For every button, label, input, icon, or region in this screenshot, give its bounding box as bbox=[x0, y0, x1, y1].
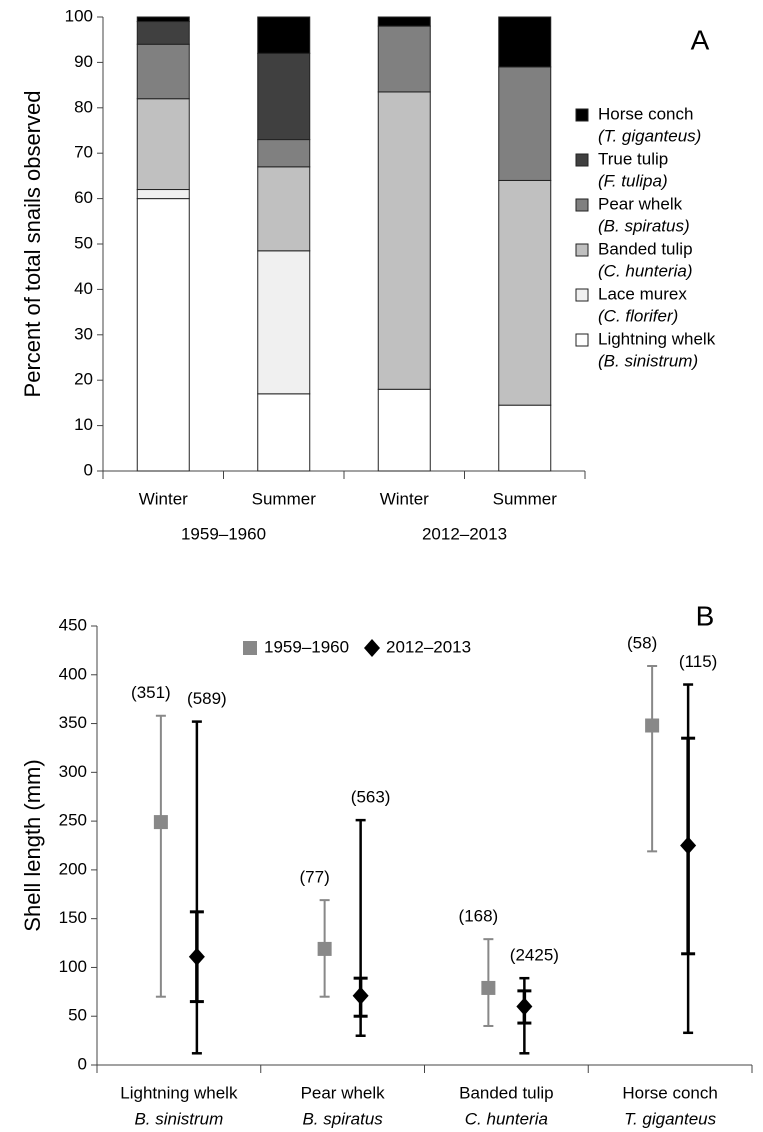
bar-segment bbox=[257, 52, 311, 141]
x-tick-sublabel: C. hunteria bbox=[465, 1109, 548, 1128]
y-tick-label: 0 bbox=[84, 460, 93, 479]
count-label: (115) bbox=[679, 652, 717, 671]
legend-species: (T. giganteus) bbox=[598, 126, 701, 145]
y-tick-label: 250 bbox=[59, 811, 87, 830]
panel-label: B bbox=[696, 600, 715, 631]
legend-label: Lace murex bbox=[598, 284, 687, 303]
bar-segment bbox=[377, 25, 431, 93]
legend-label: True tulip bbox=[598, 149, 668, 168]
legend-label: Pear whelk bbox=[598, 194, 683, 213]
bar-segment bbox=[498, 16, 552, 68]
bar-segment bbox=[257, 393, 311, 472]
x-tick-label: Summer bbox=[252, 489, 317, 508]
legend-swatch bbox=[575, 153, 589, 167]
bar-segment bbox=[377, 16, 431, 27]
legend-species: (C. florifer) bbox=[598, 306, 678, 325]
y-tick-label: 350 bbox=[59, 713, 87, 732]
y-tick-label: 200 bbox=[59, 859, 87, 878]
count-label: (563) bbox=[351, 788, 391, 807]
bar-segment bbox=[257, 166, 311, 252]
y-tick-label: 50 bbox=[68, 1006, 87, 1025]
bar-segment bbox=[498, 179, 552, 406]
x-tick-label: Winter bbox=[380, 489, 429, 508]
y-tick-label: 80 bbox=[74, 97, 93, 116]
legend-species: (B. spiratus) bbox=[598, 216, 690, 235]
y-tick-label: 0 bbox=[78, 1054, 87, 1073]
y-axis-label: Percent of total snails observed bbox=[20, 91, 45, 398]
count-label: (589) bbox=[187, 689, 227, 708]
x-tick-sublabel: B. spiratus bbox=[302, 1109, 383, 1128]
y-tick-label: 150 bbox=[59, 908, 87, 927]
legend-species: (F. tulipa) bbox=[598, 171, 668, 190]
point bbox=[364, 639, 380, 657]
point bbox=[516, 997, 533, 1016]
count-label: (58) bbox=[627, 633, 657, 652]
y-tick-label: 10 bbox=[74, 415, 93, 434]
y-tick-label: 90 bbox=[74, 52, 93, 71]
legend-species: (B. sinistrum) bbox=[598, 351, 698, 370]
bar-segment bbox=[136, 189, 190, 200]
y-axis-label: Shell length (mm) bbox=[20, 759, 45, 931]
bar-segment bbox=[498, 404, 552, 472]
point bbox=[188, 947, 205, 966]
x-tick-label: Lightning whelk bbox=[120, 1083, 238, 1102]
panel-label: A bbox=[691, 24, 710, 55]
y-tick-label: 100 bbox=[65, 6, 93, 25]
bar-segment bbox=[257, 139, 311, 168]
y-tick-label: 70 bbox=[74, 143, 93, 162]
bar-segment bbox=[377, 91, 431, 390]
count-label: (168) bbox=[459, 907, 499, 926]
legend-label: 2012–2013 bbox=[386, 637, 471, 656]
point bbox=[243, 641, 257, 655]
y-tick-label: 50 bbox=[74, 233, 93, 252]
bar-segment bbox=[136, 43, 190, 100]
point bbox=[481, 980, 496, 995]
legend-swatch bbox=[575, 288, 589, 302]
bar-segment bbox=[136, 21, 190, 45]
y-tick-label: 400 bbox=[59, 664, 87, 683]
y-tick-label: 450 bbox=[59, 615, 87, 634]
bar-segment bbox=[257, 250, 311, 395]
y-tick-label: 300 bbox=[59, 762, 87, 781]
y-tick-label: 100 bbox=[59, 957, 87, 976]
legend-label: Horse conch bbox=[598, 104, 693, 123]
x-tick-label: Summer bbox=[493, 489, 558, 508]
bar-segment bbox=[377, 388, 431, 472]
count-label: (77) bbox=[300, 868, 330, 887]
x-tick-label: Banded tulip bbox=[459, 1083, 554, 1102]
legend-species: (C. hunteria) bbox=[598, 261, 692, 280]
legend-label: 1959–1960 bbox=[264, 637, 349, 656]
y-tick-label: 30 bbox=[74, 324, 93, 343]
count-label: (351) bbox=[131, 683, 171, 702]
count-label: (2425) bbox=[510, 946, 559, 965]
point bbox=[352, 986, 369, 1005]
x-tick-label: Winter bbox=[139, 489, 188, 508]
point bbox=[317, 941, 332, 956]
bar-segment bbox=[136, 98, 190, 191]
legend-swatch bbox=[575, 198, 589, 212]
legend-label: Banded tulip bbox=[598, 239, 693, 258]
bar-segment bbox=[498, 66, 552, 181]
legend-label: Lightning whelk bbox=[598, 329, 716, 348]
x-tick-sublabel: B. sinistrum bbox=[134, 1109, 223, 1128]
y-tick-label: 20 bbox=[74, 370, 93, 389]
bar-segment bbox=[136, 16, 190, 23]
legend-swatch bbox=[575, 243, 589, 257]
point bbox=[153, 815, 168, 830]
bar-segment bbox=[257, 16, 311, 54]
x-tick-sublabel: T. giganteus bbox=[624, 1109, 716, 1128]
y-tick-label: 60 bbox=[74, 188, 93, 207]
y-tick-label: 40 bbox=[74, 279, 93, 298]
x-tick-label: Pear whelk bbox=[301, 1083, 386, 1102]
legend-swatch bbox=[575, 333, 589, 347]
bar-segment bbox=[136, 198, 190, 472]
group-label: 1959–1960 bbox=[181, 524, 266, 543]
legend-swatch bbox=[575, 108, 589, 122]
point bbox=[645, 718, 660, 733]
point bbox=[680, 836, 697, 855]
group-label: 2012–2013 bbox=[422, 524, 507, 543]
x-tick-label: Horse conch bbox=[622, 1083, 717, 1102]
